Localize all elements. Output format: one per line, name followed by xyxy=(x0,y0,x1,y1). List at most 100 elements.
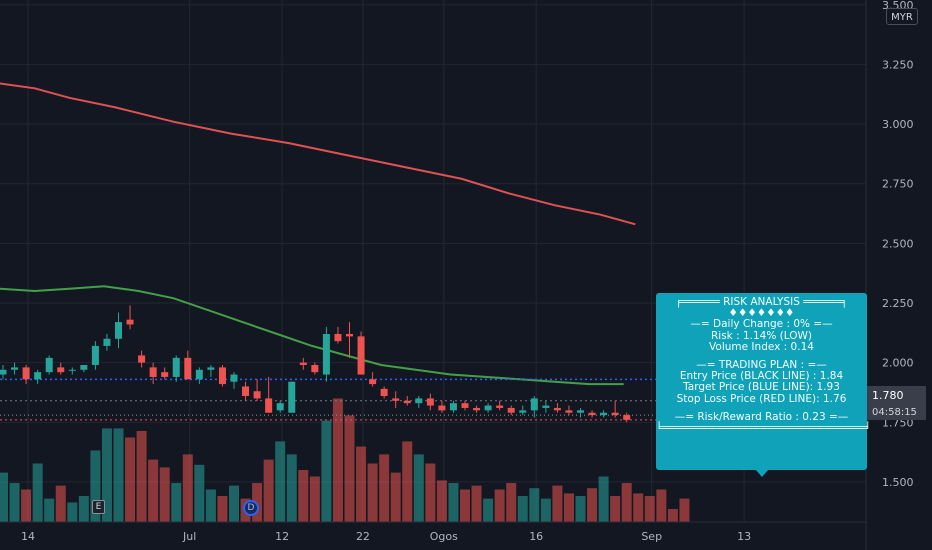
time-tick-label: Sep xyxy=(641,530,662,543)
candle xyxy=(322,326,330,382)
volume-bar xyxy=(125,437,136,522)
candle-body xyxy=(496,405,504,408)
candle-body xyxy=(138,355,146,363)
moving-averages xyxy=(0,82,636,386)
candle-body xyxy=(449,403,457,411)
candle-body xyxy=(149,367,157,377)
candle-body xyxy=(115,322,122,339)
candle xyxy=(22,365,30,385)
volume-bar xyxy=(217,496,228,522)
candle xyxy=(91,341,99,370)
candle-body xyxy=(126,319,134,325)
volume-bar xyxy=(113,428,124,522)
price-axis: 3.5003.2503.0002.7502.5002.2502.0001.750… xyxy=(865,0,932,550)
candle-body xyxy=(253,391,261,399)
candle-body xyxy=(322,333,330,375)
volume-bar xyxy=(563,493,574,522)
time-tick-label: Ogos xyxy=(430,530,458,543)
candle xyxy=(588,410,596,418)
candle-body xyxy=(0,369,7,375)
candle-body xyxy=(484,405,492,411)
volume-bar xyxy=(9,483,20,522)
volume-bar xyxy=(159,467,170,522)
slow-moving-average xyxy=(0,82,636,226)
candle-body xyxy=(519,410,527,413)
candle-body xyxy=(357,336,365,375)
candle-body xyxy=(22,367,30,380)
volume-bar xyxy=(610,496,621,522)
candle xyxy=(426,393,434,411)
candle xyxy=(138,350,146,368)
price-tick-label: 2.000 xyxy=(882,357,914,370)
target-price: Target Price (BLUE LINE): 1.93 xyxy=(683,381,840,394)
stop-loss-price: Stop Loss Price (RED LINE): 1.76 xyxy=(676,392,847,405)
candle-body xyxy=(172,357,180,377)
volume-bar xyxy=(425,463,436,522)
candle xyxy=(57,362,65,375)
candle-body xyxy=(91,345,99,366)
candle xyxy=(449,400,457,413)
earnings-marker[interactable]: E xyxy=(92,500,105,514)
daily-change: —= Daily Change : 0% =— xyxy=(690,318,833,331)
volume-bar xyxy=(148,459,159,522)
panel-title: ╒══════ RISK ANALYSIS ══════╕ xyxy=(675,296,848,308)
volume-index: Volume Index : 0.14 xyxy=(709,340,814,353)
candle xyxy=(380,386,388,399)
candle xyxy=(357,331,365,375)
entry-price: Entry Price (BLACK LINE) : 1.84 xyxy=(679,370,844,383)
candle-body xyxy=(334,333,342,342)
volume-bar xyxy=(390,472,401,522)
volume-bar xyxy=(436,480,447,522)
time-tick-label: 14 xyxy=(21,530,35,543)
volume-bar xyxy=(483,498,494,522)
candle-body xyxy=(438,405,446,411)
time-tick-label: 16 xyxy=(529,530,543,543)
dividend-marker[interactable]: D xyxy=(243,500,259,516)
candle xyxy=(553,403,561,413)
currency-label[interactable]: MYR xyxy=(886,8,918,25)
candle-body xyxy=(600,412,608,416)
candle xyxy=(103,333,111,351)
candle-body xyxy=(403,400,411,404)
volume-bar xyxy=(598,476,609,522)
candle xyxy=(195,367,203,385)
volume-bar xyxy=(32,463,43,522)
volume-bar xyxy=(298,470,309,522)
candle-body xyxy=(623,415,631,420)
candle xyxy=(311,362,319,375)
volume-bar xyxy=(182,454,193,522)
price-tick-label: 2.750 xyxy=(882,178,914,191)
time-tick-label: 12 xyxy=(275,530,289,543)
candle-body xyxy=(346,333,353,337)
volume-bar xyxy=(402,441,413,522)
candle-body xyxy=(577,410,584,413)
candle-body xyxy=(553,407,561,411)
candle-body xyxy=(45,357,53,373)
candle xyxy=(611,400,619,418)
candle xyxy=(542,400,550,413)
candle-body xyxy=(299,362,307,366)
volume-bar xyxy=(529,488,540,522)
candle-body xyxy=(415,398,423,404)
candle xyxy=(334,326,342,344)
candle xyxy=(11,362,19,375)
candle xyxy=(288,381,296,413)
volume-bar xyxy=(679,498,690,522)
bar-countdown: 04:58:15 xyxy=(866,405,926,420)
time-tick-label: 22 xyxy=(356,530,370,543)
candle-body xyxy=(242,386,250,397)
volume-bar xyxy=(413,454,424,522)
volume-bar xyxy=(55,485,66,522)
volume-bar xyxy=(471,485,482,522)
risk-reward-ratio: —= Risk/Reward Ratio : 0.23 =— xyxy=(674,410,849,423)
candle xyxy=(577,407,584,418)
volume-bar xyxy=(321,420,332,522)
time-tick-label: 13 xyxy=(737,530,751,543)
trading-plan-title: —= TRADING PLAN : =— xyxy=(696,358,827,371)
price-tick-label: 2.250 xyxy=(882,297,914,310)
candle xyxy=(126,305,134,330)
panel-diamonds: ♦♦♦♦♦♦♦ xyxy=(728,307,795,320)
candle-body xyxy=(461,403,469,408)
candle-body xyxy=(507,407,515,413)
